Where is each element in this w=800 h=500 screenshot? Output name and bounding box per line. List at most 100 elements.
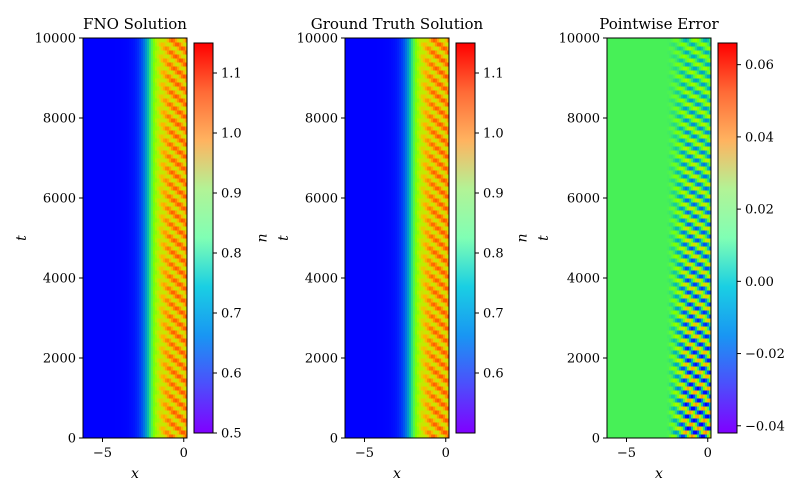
heatmap-cell bbox=[155, 322, 158, 327]
heatmap-cell bbox=[145, 314, 148, 319]
heatmap-cell bbox=[99, 382, 102, 387]
heatmap-cell bbox=[159, 406, 162, 411]
heatmap-cell bbox=[139, 370, 142, 375]
heatmap-cell bbox=[119, 386, 122, 391]
heatmap-cell bbox=[93, 434, 96, 439]
heatmap-cell bbox=[83, 290, 86, 295]
heatmap-cell bbox=[119, 302, 122, 307]
heatmap-cell bbox=[159, 350, 162, 355]
heatmap-cell bbox=[153, 306, 156, 311]
heatmap-cell bbox=[179, 370, 182, 375]
heatmap-cell bbox=[181, 302, 184, 307]
heatmap-cell bbox=[95, 342, 98, 347]
heatmap-cell bbox=[179, 306, 182, 311]
heatmap-cell bbox=[93, 346, 96, 351]
heatmap-cell bbox=[137, 262, 140, 267]
heatmap-cell bbox=[111, 398, 114, 403]
heatmap-cell bbox=[103, 302, 106, 307]
heatmap-cell bbox=[157, 358, 160, 363]
heatmap-cell bbox=[157, 366, 160, 371]
heatmap-cell bbox=[175, 294, 178, 299]
heatmap-cell bbox=[133, 346, 136, 351]
heatmap-cell bbox=[83, 418, 86, 423]
heatmap-cell bbox=[159, 378, 162, 383]
heatmap-cell bbox=[93, 386, 96, 391]
heatmap-cell bbox=[149, 374, 152, 379]
heatmap-cell bbox=[157, 394, 160, 399]
heatmap-cell bbox=[85, 382, 88, 387]
heatmap-cell bbox=[103, 278, 106, 283]
heatmap-cell bbox=[169, 290, 172, 295]
heatmap-cell bbox=[149, 310, 152, 315]
heatmap-cell bbox=[177, 354, 180, 359]
heatmap-cell bbox=[177, 326, 180, 331]
heatmap-cell bbox=[145, 270, 148, 275]
heatmap-cell bbox=[129, 366, 132, 371]
heatmap-cell bbox=[101, 338, 104, 343]
heatmap-cell bbox=[165, 402, 168, 407]
heatmap-cell bbox=[123, 334, 126, 339]
heatmap-cell bbox=[109, 318, 112, 323]
heatmap-cell bbox=[175, 270, 178, 275]
heatmap-cell bbox=[151, 270, 154, 275]
heatmap-cell bbox=[137, 362, 140, 367]
heatmap-cell bbox=[153, 402, 156, 407]
heatmap-cell bbox=[121, 410, 124, 415]
heatmap-cell bbox=[153, 326, 156, 331]
heatmap-cell bbox=[145, 370, 148, 375]
heatmap-cell bbox=[109, 430, 112, 435]
heatmap-cell bbox=[143, 286, 146, 291]
heatmap-cell bbox=[173, 398, 176, 403]
heatmap-cell bbox=[107, 390, 110, 395]
heatmap-cell bbox=[127, 386, 130, 391]
heatmap-cell bbox=[113, 394, 116, 399]
heatmap-cell bbox=[87, 298, 90, 303]
heatmap-cell bbox=[167, 282, 170, 287]
heatmap-cell bbox=[143, 354, 146, 359]
heatmap-cell bbox=[141, 422, 144, 427]
heatmap-cell bbox=[159, 414, 162, 419]
heatmap-cell bbox=[171, 426, 174, 431]
heatmap-cell bbox=[149, 398, 152, 403]
heatmap-cell bbox=[141, 378, 144, 383]
heatmap-cell bbox=[125, 426, 128, 431]
heatmap-cell bbox=[177, 382, 180, 387]
heatmap-cell bbox=[121, 314, 124, 319]
heatmap-cell bbox=[89, 310, 92, 315]
heatmap-cell bbox=[131, 294, 134, 299]
heatmap-cell bbox=[165, 330, 168, 335]
heatmap-cell bbox=[115, 306, 118, 311]
heatmap-cell bbox=[135, 414, 138, 419]
heatmap-cell bbox=[169, 282, 172, 287]
heatmap-cell bbox=[161, 394, 164, 399]
heatmap-cell bbox=[129, 294, 132, 299]
heatmap-cell bbox=[137, 298, 140, 303]
heatmap-cell bbox=[111, 358, 114, 363]
heatmap-cell bbox=[101, 386, 104, 391]
heatmap-cell bbox=[151, 414, 154, 419]
heatmap-cell bbox=[119, 266, 122, 271]
heatmap-cell bbox=[155, 374, 158, 379]
heatmap-cell bbox=[83, 286, 86, 291]
heatmap-cell bbox=[125, 358, 128, 363]
heatmap-cell bbox=[97, 422, 100, 427]
heatmap-cell bbox=[111, 298, 114, 303]
heatmap-cell bbox=[91, 386, 94, 391]
heatmap-cell bbox=[83, 302, 86, 307]
heatmap-cell bbox=[113, 322, 116, 327]
heatmap-cell bbox=[179, 422, 182, 427]
heatmap-cell bbox=[135, 298, 138, 303]
heatmap-cell bbox=[143, 406, 146, 411]
heatmap-cell bbox=[131, 430, 134, 435]
heatmap-cell bbox=[107, 406, 110, 411]
heatmap-cell bbox=[147, 366, 150, 371]
heatmap-cell bbox=[183, 314, 186, 319]
heatmap-cell bbox=[99, 362, 102, 367]
heatmap-cell bbox=[99, 322, 102, 327]
heatmap-cell bbox=[149, 406, 152, 411]
heatmap-cell bbox=[125, 422, 128, 427]
heatmap-cell bbox=[111, 354, 114, 359]
heatmap-cell bbox=[161, 270, 164, 275]
heatmap-cell bbox=[93, 330, 96, 335]
heatmap-cell bbox=[177, 334, 180, 339]
